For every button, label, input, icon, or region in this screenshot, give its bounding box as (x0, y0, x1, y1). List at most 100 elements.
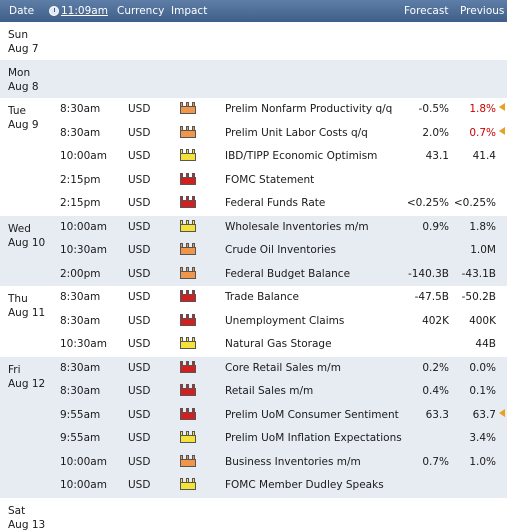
event-name[interactable]: IBD/TIPP Economic Optimism (225, 150, 378, 162)
impact-column-header[interactable]: Impact (171, 5, 208, 17)
event-previous: 0.7% (469, 126, 496, 139)
event-currency: USD (128, 479, 151, 491)
revised-marker-icon[interactable] (499, 103, 505, 111)
day-of-week: Wed (8, 222, 31, 235)
day-date: Aug 7 (8, 43, 39, 55)
day-label: Sun Aug 7 (8, 28, 39, 56)
event-name[interactable]: Prelim UoM Inflation Expectations (225, 432, 402, 444)
event-previous: 63.7 (472, 408, 496, 421)
event-row[interactable]: 2:15pm USD Federal Funds Rate <0.25% <0.25% (0, 192, 507, 216)
event-name[interactable]: Prelim UoM Consumer Sentiment (225, 408, 399, 421)
event-time: 10:00am (60, 479, 107, 491)
impact-high-icon[interactable] (180, 407, 196, 420)
day-block: Mon Aug 8 (0, 60, 507, 98)
revised-marker-icon[interactable] (499, 408, 505, 417)
day-of-week: Tue (8, 105, 26, 117)
event-name[interactable]: Crude Oil Inventories (225, 244, 336, 256)
event-name[interactable]: FOMC Statement (225, 173, 315, 186)
event-currency: USD (128, 173, 151, 186)
impact-low-icon[interactable] (180, 149, 196, 161)
event-row[interactable]: 2:00pm USD Federal Budget Balance -140.3B -4… (0, 263, 507, 287)
impact-high-icon[interactable] (180, 290, 196, 302)
impact-high-icon[interactable] (180, 196, 196, 208)
date-column-header[interactable]: Date (9, 5, 35, 17)
event-currency: USD (128, 197, 151, 209)
event-name[interactable]: Prelim Unit Labor Costs q/q (225, 126, 368, 139)
day-block: Wed Aug 10 10:00am USD Wholesale Inventories… (0, 215, 507, 287)
clock-icon (49, 6, 59, 16)
event-time: 9:55am (60, 408, 101, 421)
event-name[interactable]: Natural Gas Storage (225, 338, 332, 350)
event-forecast: <0.25% (406, 197, 449, 209)
impact-high-icon[interactable] (180, 172, 196, 185)
impact-medium-icon[interactable] (180, 454, 196, 467)
event-time: 10:00am (60, 150, 107, 162)
event-time: 10:30am (60, 244, 107, 256)
event-time: 10:00am (60, 455, 107, 468)
currency-column-header[interactable]: Currency (117, 5, 165, 17)
day-block: Sun Aug 7 (0, 22, 507, 60)
impact-low-icon[interactable] (180, 337, 196, 349)
revised-marker-icon[interactable] (499, 126, 505, 135)
previous-column-header: Previous (460, 5, 505, 17)
event-row[interactable]: 8:30am USD Core Retail Sales m/m 0.2% 0.0% (0, 357, 507, 381)
impact-medium-icon[interactable] (180, 102, 196, 114)
event-forecast: 402K (422, 314, 449, 327)
impact-low-icon[interactable] (180, 219, 196, 232)
event-row[interactable]: 10:00am USD Wholesale Inventories m/m 0.9% 1… (0, 216, 507, 240)
event-forecast: -0.5% (418, 103, 449, 115)
impact-high-icon[interactable] (180, 313, 196, 326)
event-row[interactable]: 10:30am USD Natural Gas Storage 44B (0, 333, 507, 357)
event-name[interactable]: Core Retail Sales m/m (225, 361, 341, 374)
event-name[interactable]: Business Inventories m/m (225, 455, 361, 468)
event-row[interactable]: 8:30am USD Trade Balance -47.5B -50.2B (0, 286, 507, 310)
event-name[interactable]: Prelim Nonfarm Productivity q/q (225, 103, 393, 115)
impact-medium-icon[interactable] (180, 266, 196, 279)
event-currency: USD (128, 220, 151, 233)
event-currency: USD (128, 267, 151, 280)
impact-high-icon[interactable] (180, 360, 196, 373)
event-previous: 44B (475, 338, 496, 350)
day-label: Fri Aug 12 (8, 363, 45, 391)
event-time: 2:15pm (60, 173, 101, 186)
event-name[interactable]: Federal Budget Balance (225, 267, 351, 280)
event-time: 8:30am (60, 361, 101, 374)
event-name[interactable]: Retail Sales m/m (225, 385, 314, 397)
event-row[interactable]: 8:30am USD Retail Sales m/m 0.4% 0.1% (0, 380, 507, 404)
event-row[interactable]: 10:00am USD FOMC Member Dudley Speaks (0, 474, 507, 498)
event-row[interactable]: 8:30am USD Prelim Nonfarm Productivity q/q… (0, 98, 507, 122)
event-row[interactable]: 10:30am USD Crude Oil Inventories 1.0M (0, 239, 507, 263)
event-row[interactable]: 2:15pm USD FOMC Statement (0, 169, 507, 193)
day-label: Tue Aug 9 (8, 104, 39, 132)
event-previous: 1.0% (469, 455, 496, 468)
event-row[interactable]: 10:00am USD Business Inventories m/m 0.7% 1.… (0, 451, 507, 475)
event-row[interactable]: 8:30am USD Unemployment Claims 402K 400K (0, 310, 507, 334)
event-previous: 3.4% (469, 432, 496, 444)
event-forecast: -140.3B (407, 267, 449, 280)
event-forecast: 0.7% (422, 455, 449, 468)
event-row[interactable]: 9:55am USD Prelim UoM Inflation Expectatio… (0, 427, 507, 451)
event-row[interactable]: 10:00am USD IBD/TIPP Economic Optimism 43.1… (0, 145, 507, 169)
event-previous: 0.1% (469, 385, 496, 397)
event-forecast: 0.4% (422, 385, 449, 397)
event-name[interactable]: Federal Funds Rate (225, 197, 326, 209)
event-name[interactable]: Trade Balance (225, 291, 299, 303)
event-name[interactable]: FOMC Member Dudley Speaks (225, 479, 384, 491)
event-name[interactable]: Unemployment Claims (225, 314, 345, 327)
event-row[interactable]: 8:30am USD Prelim Unit Labor Costs q/q 2.0%… (0, 122, 507, 146)
current-time-link[interactable]: 11:09am (61, 5, 108, 17)
impact-low-icon[interactable] (180, 431, 196, 443)
event-forecast: 0.2% (422, 361, 449, 374)
impact-medium-icon[interactable] (180, 125, 196, 138)
event-currency: USD (128, 126, 151, 139)
event-row[interactable]: 9:55am USD Prelim UoM Consumer Sentiment 63… (0, 404, 507, 428)
event-currency: USD (128, 385, 151, 397)
impact-medium-icon[interactable] (180, 243, 196, 255)
day-label: Sat Aug 13 (8, 504, 45, 530)
day-date: Aug 8 (8, 81, 39, 93)
impact-high-icon[interactable] (180, 384, 196, 396)
event-name[interactable]: Wholesale Inventories m/m (225, 220, 369, 233)
event-currency: USD (128, 432, 151, 444)
day-date: Aug 11 (8, 307, 46, 319)
impact-low-icon[interactable] (180, 478, 196, 490)
